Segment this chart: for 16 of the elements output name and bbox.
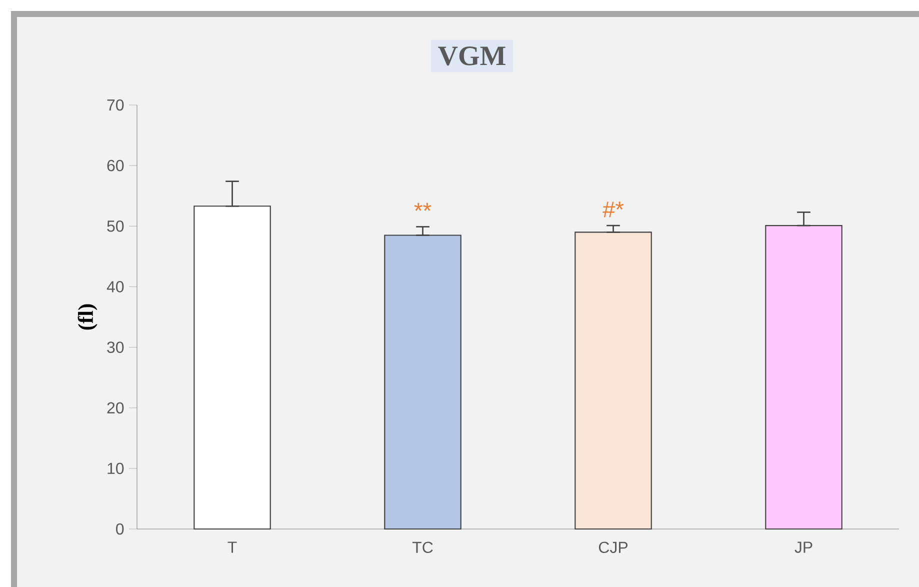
annotation: #* — [602, 202, 624, 218]
y-tick-label: 10 — [108, 462, 124, 474]
y-tick-label: 70 — [107, 99, 124, 111]
y-tick-label: 60 — [107, 160, 124, 172]
y-tick-label: 20 — [107, 402, 124, 414]
y-tick-label: 30 — [107, 342, 124, 353]
y-tick-label: 40 — [106, 281, 124, 292]
y-axis-title: (fl) — [78, 304, 98, 330]
annotation: ** — [414, 202, 432, 211]
x-tick-label: T — [228, 542, 237, 553]
chart-title: VGM — [438, 46, 506, 66]
x-tick-label: JP — [794, 542, 812, 553]
x-tick-label: CJP — [598, 542, 628, 554]
x-tick-label: TC — [412, 542, 433, 554]
y-tick-label: 0 — [116, 523, 124, 535]
y-tick-label: 50 — [107, 220, 124, 232]
